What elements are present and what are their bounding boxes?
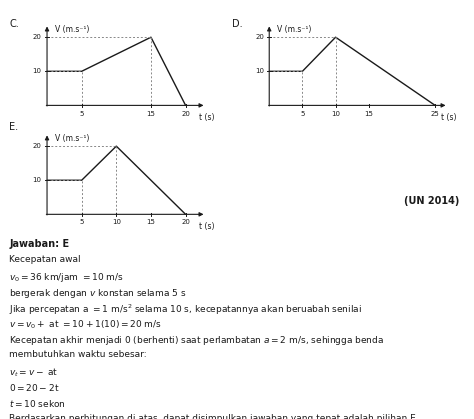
Text: t (s): t (s) [199, 222, 214, 231]
Text: 25: 25 [431, 111, 439, 116]
Text: 10: 10 [255, 68, 264, 74]
Text: $v = v_0 +$ at $= 10 + 1(10) = 20$ m/s: $v = v_0 +$ at $= 10 + 1(10) = 20$ m/s [9, 318, 163, 331]
Text: Jika percepatan a $= 1$ m/s$^2$ selama 10 s, kecepatannya akan beruabah senilai: Jika percepatan a $= 1$ m/s$^2$ selama 1… [9, 303, 362, 317]
Text: 5: 5 [300, 111, 305, 116]
Text: 5: 5 [80, 220, 84, 225]
Text: V (m.s⁻¹): V (m.s⁻¹) [277, 25, 311, 34]
Text: $0 = 20 - 2$t: $0 = 20 - 2$t [9, 382, 60, 393]
Text: bergerak dengan $v$ konstan selama 5 s: bergerak dengan $v$ konstan selama 5 s [9, 287, 187, 300]
Text: t (s): t (s) [199, 113, 214, 122]
Text: Kecepatan awal: Kecepatan awal [9, 255, 81, 264]
Text: V (m.s⁻¹): V (m.s⁻¹) [55, 25, 90, 34]
Text: $t = 10$ sekon: $t = 10$ sekon [9, 398, 66, 409]
Text: 15: 15 [365, 111, 373, 116]
Text: 20: 20 [33, 34, 42, 40]
Text: $v_0 = 36$ km/jam $= 10$ m/s: $v_0 = 36$ km/jam $= 10$ m/s [9, 271, 125, 284]
Text: 20: 20 [255, 34, 264, 40]
Text: 10: 10 [112, 220, 121, 225]
Text: $v_t = v -$ at: $v_t = v -$ at [9, 366, 59, 379]
Text: (UN 2014): (UN 2014) [404, 196, 460, 206]
Text: Kecepatan akhir menjadi 0 (berhenti) saat perlambatan $a = 2$ m/s, sehingga bend: Kecepatan akhir menjadi 0 (berhenti) saa… [9, 334, 384, 347]
Text: 20: 20 [33, 143, 42, 149]
Text: 15: 15 [146, 220, 155, 225]
Text: membutuhkan waktu sebesar:: membutuhkan waktu sebesar: [9, 350, 147, 359]
Text: 5: 5 [80, 111, 84, 116]
Text: Berdasarkan perhitungan di atas, dapat disimpulkan jawaban yang tepat adalah pil: Berdasarkan perhitungan di atas, dapat d… [9, 414, 419, 419]
Text: 15: 15 [146, 111, 155, 116]
Text: C.: C. [9, 19, 19, 29]
Text: 10: 10 [33, 68, 42, 74]
Text: t (s): t (s) [441, 113, 456, 122]
Text: 10: 10 [33, 177, 42, 183]
Text: Jawaban: E: Jawaban: E [9, 239, 70, 249]
Text: D.: D. [232, 19, 243, 29]
Text: 20: 20 [181, 111, 190, 116]
Text: V (m.s⁻¹): V (m.s⁻¹) [55, 134, 90, 143]
Text: 10: 10 [331, 111, 340, 116]
Text: 20: 20 [181, 220, 190, 225]
Text: E.: E. [9, 122, 18, 132]
